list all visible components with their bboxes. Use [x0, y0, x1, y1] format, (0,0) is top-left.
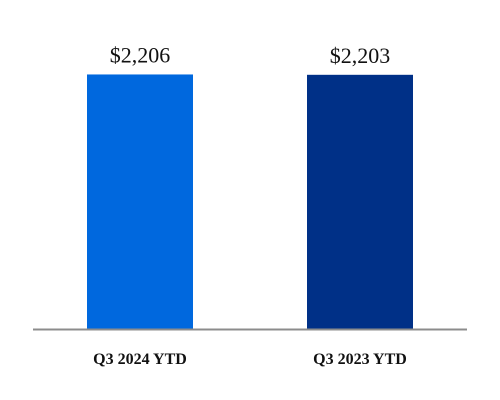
- category-label-1: Q3 2024 YTD: [93, 351, 187, 368]
- bar-2: [307, 74, 413, 329]
- labels-layer: $2,206 Q3 2024 YTD $2,203 Q3 2023 YTD: [93, 42, 407, 368]
- bars-layer: [87, 74, 413, 329]
- bar-1: [87, 74, 193, 329]
- data-label-2: $2,203: [330, 43, 391, 68]
- category-label-2: Q3 2023 YTD: [313, 351, 407, 368]
- data-label-1: $2,206: [110, 42, 171, 67]
